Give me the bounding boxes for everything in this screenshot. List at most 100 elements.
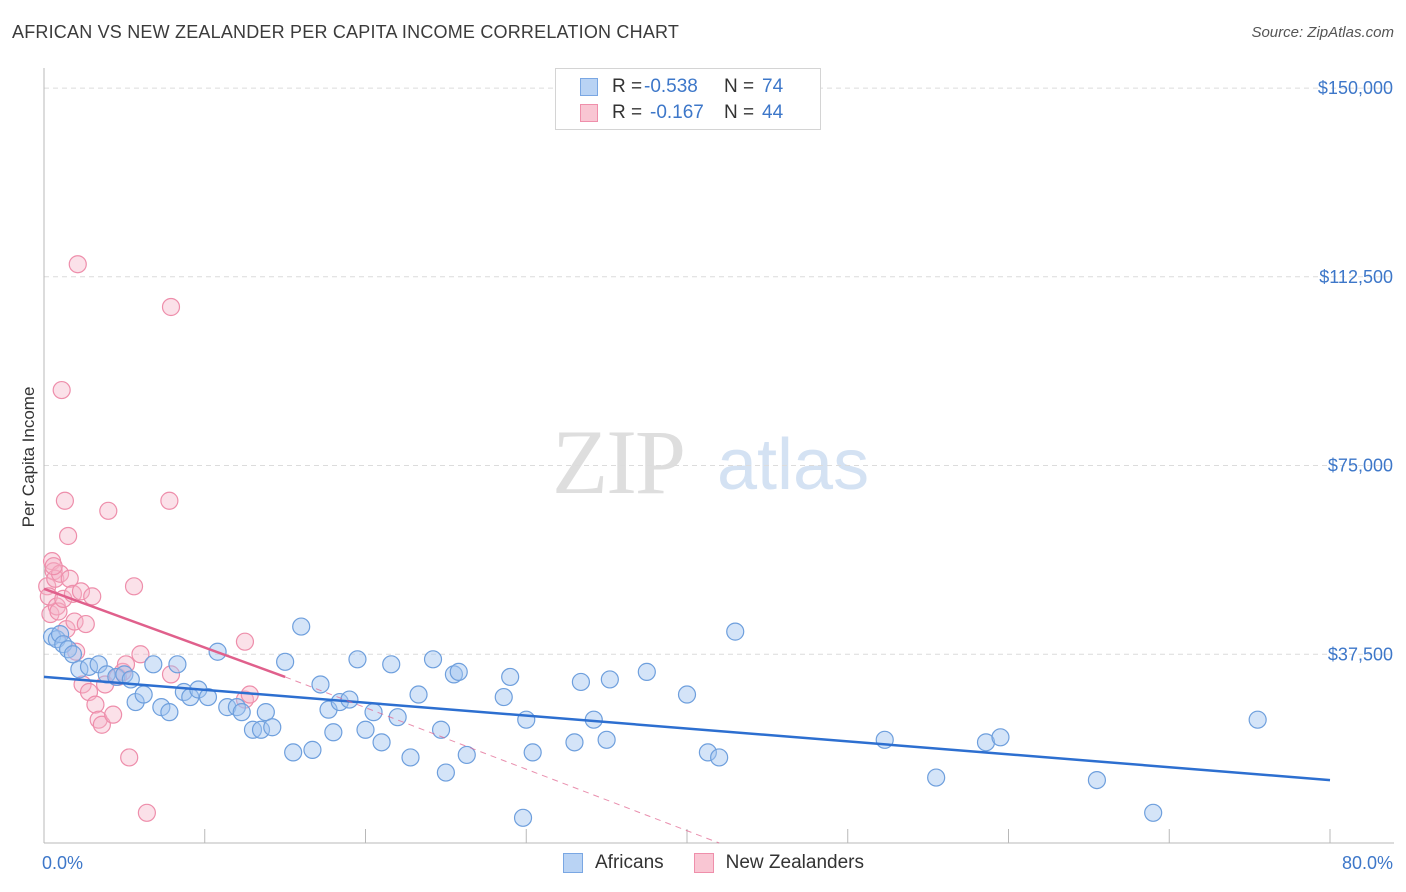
chart-title: AFRICAN VS NEW ZEALANDER PER CAPITA INCO… — [12, 22, 680, 42]
africans-point[interactable] — [991, 728, 1010, 747]
africans-point[interactable] — [457, 745, 476, 765]
nz-point[interactable] — [89, 710, 108, 729]
nz-trend-line — [43, 587, 286, 679]
nz-point[interactable] — [92, 715, 111, 734]
africans-point[interactable] — [324, 723, 343, 742]
nz-point[interactable] — [124, 577, 144, 596]
y-axis-label: Per Capita Income — [19, 387, 38, 528]
nz-point[interactable] — [161, 665, 181, 684]
africans-point[interactable] — [168, 655, 187, 674]
africans-point[interactable] — [409, 685, 428, 704]
africans-point[interactable] — [597, 730, 616, 749]
nz-point[interactable] — [65, 612, 84, 631]
africans-point[interactable] — [340, 690, 359, 709]
africans-point[interactable] — [726, 622, 745, 641]
africans-point[interactable] — [232, 703, 251, 722]
africans-point[interactable] — [356, 720, 375, 739]
africans-point[interactable] — [431, 720, 451, 739]
africans-point[interactable] — [637, 662, 656, 681]
africans-point[interactable] — [292, 617, 311, 636]
africans-point[interactable] — [303, 740, 322, 759]
africans-point[interactable] — [517, 710, 536, 729]
nz-point[interactable] — [83, 587, 102, 606]
nz-point[interactable] — [50, 564, 70, 583]
legend-row-nz: R = -0.167 N = 44 — [580, 101, 783, 125]
r-label: R = — [612, 76, 643, 97]
africans-point[interactable] — [251, 720, 271, 739]
africans-point[interactable] — [382, 655, 401, 674]
africans-point[interactable] — [927, 768, 946, 787]
africans-point[interactable] — [198, 687, 218, 707]
correlation-legend: R = -0.538 N = 74 R = -0.167 N = 44 — [555, 68, 821, 130]
africans-point[interactable] — [1144, 803, 1163, 822]
africans-point[interactable] — [364, 703, 383, 722]
watermark-atlas: atlas — [717, 425, 869, 505]
nz-point[interactable] — [104, 705, 123, 724]
nz-point[interactable] — [59, 526, 78, 546]
legend-item-nz[interactable]: New Zealanders — [693, 852, 864, 874]
africans-point[interactable] — [423, 650, 443, 669]
legend-item-africans[interactable]: Africans — [563, 852, 664, 874]
africans-point[interactable] — [501, 667, 520, 687]
nz-point[interactable] — [99, 501, 118, 520]
nz-point[interactable] — [235, 632, 255, 651]
africans-point[interactable] — [571, 672, 591, 692]
series-legend: Africans New Zealanders — [563, 852, 894, 874]
africans-point[interactable] — [372, 733, 391, 752]
nz-point[interactable] — [60, 569, 79, 588]
africans-point[interactable] — [698, 743, 717, 762]
africans-point[interactable] — [348, 650, 367, 669]
africans-point[interactable] — [134, 685, 153, 704]
nz-point[interactable] — [76, 614, 95, 634]
nz-point[interactable] — [160, 491, 179, 510]
africans-point[interactable] — [449, 662, 468, 681]
africans-point[interactable] — [256, 703, 275, 722]
africans-point[interactable] — [284, 743, 303, 762]
africans-point[interactable] — [263, 718, 282, 737]
africans-point[interactable] — [494, 687, 513, 707]
africans-point[interactable] — [401, 748, 420, 767]
africans-point[interactable] — [50, 625, 70, 644]
nz-point[interactable] — [137, 803, 156, 822]
africans-point[interactable] — [444, 665, 464, 684]
africans-point[interactable] — [227, 698, 246, 717]
africans-point[interactable] — [63, 645, 83, 664]
nz-point[interactable] — [161, 297, 181, 317]
nz-point[interactable] — [120, 748, 139, 767]
africans-point[interactable] — [218, 698, 237, 717]
legend-label-nz: New Zealanders — [725, 852, 864, 873]
trend-lines — [43, 587, 1331, 844]
africans-point[interactable] — [523, 743, 542, 762]
africans-point[interactable] — [59, 640, 78, 659]
africans-point[interactable] — [976, 733, 996, 752]
nz-point[interactable] — [44, 557, 63, 576]
africans-point[interactable] — [513, 808, 533, 827]
nz-point[interactable] — [52, 380, 71, 400]
africans-point[interactable] — [144, 655, 163, 674]
nz-point[interactable] — [71, 582, 91, 601]
gridlines — [44, 87, 1394, 655]
r-label: R = — [612, 102, 643, 123]
africans-point[interactable] — [276, 652, 295, 671]
nz-point[interactable] — [68, 255, 87, 274]
africans-point[interactable] — [1087, 770, 1107, 790]
nz-trend-extension — [284, 676, 720, 844]
y-tick-label: $37,500 — [1328, 644, 1393, 664]
africans-point[interactable] — [600, 670, 619, 689]
africans-point[interactable] — [1248, 710, 1267, 729]
source-label: Source: ZipAtlas.com — [1251, 24, 1394, 41]
africans-swatch — [563, 853, 583, 873]
africans-point[interactable] — [160, 703, 179, 722]
r-value: -0.167 — [650, 102, 704, 123]
nz-point[interactable] — [131, 645, 150, 664]
nz-point[interactable] — [55, 491, 74, 510]
africans-point[interactable] — [436, 763, 455, 782]
africans-point[interactable] — [677, 685, 697, 704]
y-tick-label: $150,000 — [1318, 78, 1393, 98]
africans-point[interactable] — [710, 748, 729, 767]
nz-point[interactable] — [86, 695, 105, 714]
x-tick-label-min: 0.0% — [42, 853, 83, 873]
y-tick-label: $112,500 — [1319, 267, 1393, 287]
africans-point[interactable] — [565, 733, 584, 752]
